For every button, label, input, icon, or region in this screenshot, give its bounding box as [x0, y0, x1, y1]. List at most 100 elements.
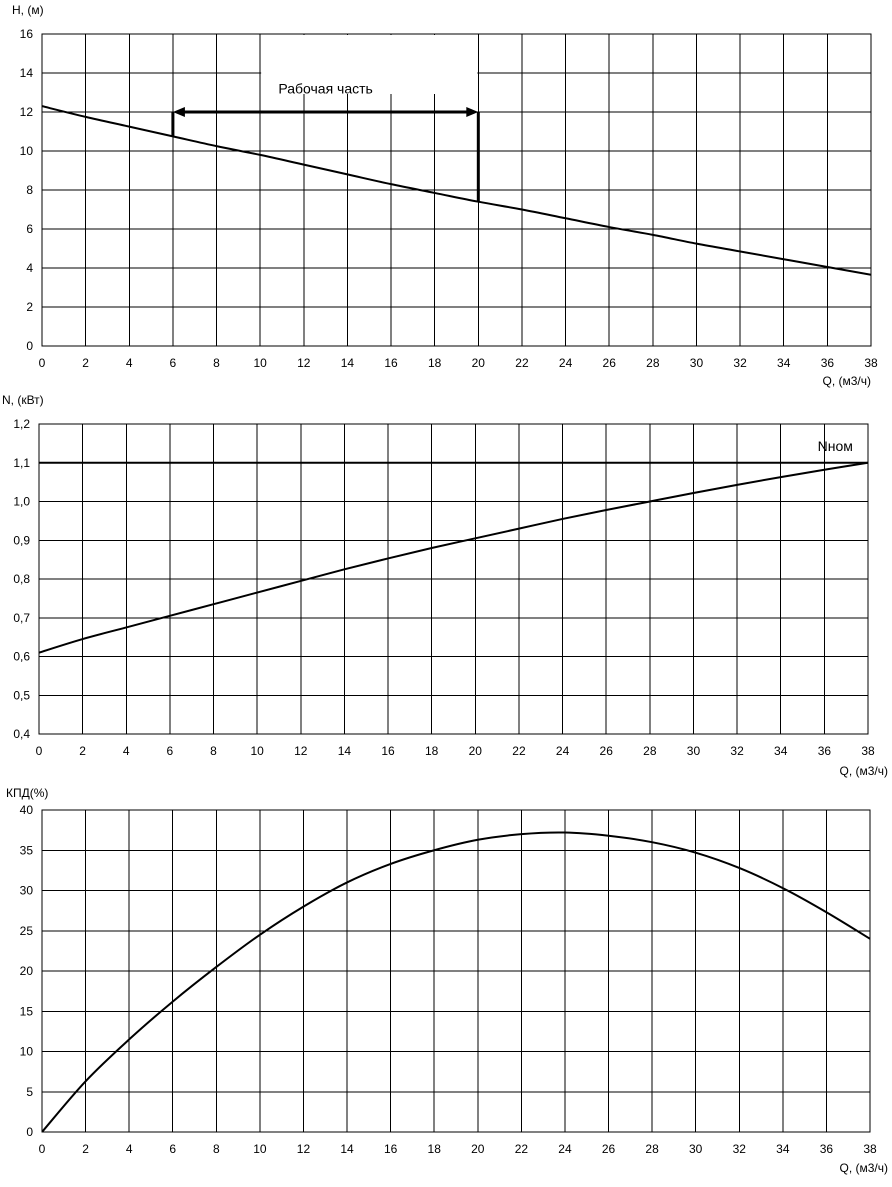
x-tick-label: 6 — [169, 1142, 176, 1156]
x-tick-label: 32 — [730, 744, 744, 758]
x-tick-label: 24 — [558, 1142, 572, 1156]
x-tick-label: 6 — [170, 356, 177, 370]
plot-frame — [38, 423, 869, 735]
x-tick-label: 26 — [603, 356, 617, 370]
y-tick-label: 20 — [20, 964, 34, 978]
x-tick-label: 14 — [341, 356, 355, 370]
chart-1: 0 2 4 6 8 10 12 14 16 18 20 22 24 26 28 30 32 34 36 3802468… — [12, 3, 878, 388]
y-tick-label: 0,7 — [13, 611, 30, 625]
y-tick-label: 30 — [20, 884, 34, 898]
x-tick-label: 36 — [821, 356, 835, 370]
x-tick-label: 0 — [39, 356, 46, 370]
x-tick-label: 36 — [818, 744, 832, 758]
x-tick-label: 16 — [384, 356, 398, 370]
x-tick-label: 22 — [512, 744, 526, 758]
x-tick-label: 20 — [469, 744, 483, 758]
x-tick-label: 38 — [864, 356, 878, 370]
x-tick-label: 22 — [515, 1142, 529, 1156]
y-tick-label: 1,1 — [13, 456, 30, 470]
x-tick-label: 0 — [39, 1142, 46, 1156]
x-tick-label: 14 — [338, 744, 352, 758]
x-tick-label: 10 — [250, 744, 264, 758]
x-tick-label: 30 — [690, 356, 704, 370]
x-tick-label: 32 — [733, 356, 747, 370]
working-range-label: Рабочая часть — [278, 81, 373, 97]
y-tick-label: 0 — [26, 1125, 33, 1139]
chart-3: 0 2 4 6 8 10 12 14 16 18 20 22 24 26 28 30 32 34 36 3805101… — [6, 786, 888, 1175]
x-tick-label: 8 — [213, 1142, 220, 1156]
x-tick-label: 12 — [297, 1142, 311, 1156]
x-tick-label: 2 — [82, 1142, 89, 1156]
x-tick-label: 22 — [515, 356, 529, 370]
series-line-1 — [42, 105, 871, 276]
x-tick-label: 34 — [776, 1142, 790, 1156]
x-tick-label: 26 — [602, 1142, 616, 1156]
x-tick-label: 38 — [861, 744, 875, 758]
x-tick-label: 24 — [556, 744, 570, 758]
y-tick-label: 12 — [20, 105, 34, 119]
x-tick-label: 18 — [425, 744, 439, 758]
x-tick-label: 28 — [643, 744, 657, 758]
label-backdrop — [261, 35, 478, 94]
y-tick-label: 5 — [26, 1085, 33, 1099]
arrow-head-left — [172, 107, 185, 117]
x-tick-label: 20 — [472, 356, 486, 370]
x-tick-label: 30 — [687, 744, 701, 758]
x-tick-label: 16 — [381, 744, 395, 758]
x-tick-label: 16 — [384, 1142, 398, 1156]
x-axis-label: Q, (м3/ч) — [839, 764, 888, 778]
x-tick-label: 4 — [126, 1142, 133, 1156]
nominal-power-label: Nном — [818, 438, 853, 454]
x-tick-label: 24 — [559, 356, 573, 370]
x-tick-label: 34 — [774, 744, 788, 758]
y-tick-label: 6 — [26, 222, 33, 236]
x-tick-label: 18 — [428, 356, 442, 370]
series-line-1 — [39, 461, 868, 654]
y-tick-label: 40 — [20, 803, 34, 817]
y-tick-label: 1,2 — [13, 417, 30, 431]
y-tick-label: 16 — [20, 27, 34, 41]
x-tick-label: 18 — [428, 1142, 442, 1156]
y-tick-label: 2 — [26, 300, 33, 314]
y-axis-label: H, (м) — [12, 3, 44, 17]
x-tick-label: 10 — [253, 1142, 267, 1156]
x-tick-label: 2 — [82, 356, 89, 370]
x-tick-label: 4 — [126, 356, 133, 370]
y-tick-label: 1,0 — [13, 495, 30, 509]
x-tick-label: 38 — [863, 1142, 877, 1156]
x-tick-label: 20 — [471, 1142, 485, 1156]
x-tick-label: 6 — [167, 744, 174, 758]
y-tick-label: 25 — [20, 924, 34, 938]
y-tick-label: 8 — [26, 183, 33, 197]
x-tick-label: 30 — [689, 1142, 703, 1156]
x-tick-label: 12 — [294, 744, 308, 758]
x-tick-label: 0 — [36, 744, 43, 758]
y-tick-label: 0,8 — [13, 572, 30, 586]
arrow-head-right — [466, 107, 479, 117]
y-tick-label: 0,9 — [13, 533, 30, 547]
y-tick-label: 14 — [20, 66, 34, 80]
y-tick-label: 0 — [26, 339, 33, 353]
x-tick-label: 8 — [213, 356, 220, 370]
y-tick-label: 10 — [20, 144, 34, 158]
plot-frame — [41, 33, 872, 347]
y-tick-label: 0,5 — [13, 688, 30, 702]
x-tick-label: 2 — [79, 744, 86, 758]
y-tick-label: 35 — [20, 843, 34, 857]
y-tick-label: 0,6 — [13, 650, 30, 664]
plot-frame — [41, 809, 871, 1133]
y-axis-label: N, (кВт) — [2, 393, 44, 407]
x-tick-label: 36 — [820, 1142, 834, 1156]
x-axis-label: Q, (м3/ч) — [822, 374, 871, 388]
x-tick-label: 4 — [123, 744, 130, 758]
x-tick-label: 28 — [646, 356, 660, 370]
x-tick-label: 14 — [340, 1142, 354, 1156]
y-tick-label: 4 — [26, 261, 33, 275]
x-axis-label: Q, (м3/ч) — [839, 1161, 888, 1175]
x-tick-label: 32 — [733, 1142, 747, 1156]
series-line-1 — [42, 831, 870, 1132]
x-tick-label: 28 — [645, 1142, 659, 1156]
x-tick-label: 10 — [253, 356, 267, 370]
x-tick-label: 8 — [210, 744, 217, 758]
